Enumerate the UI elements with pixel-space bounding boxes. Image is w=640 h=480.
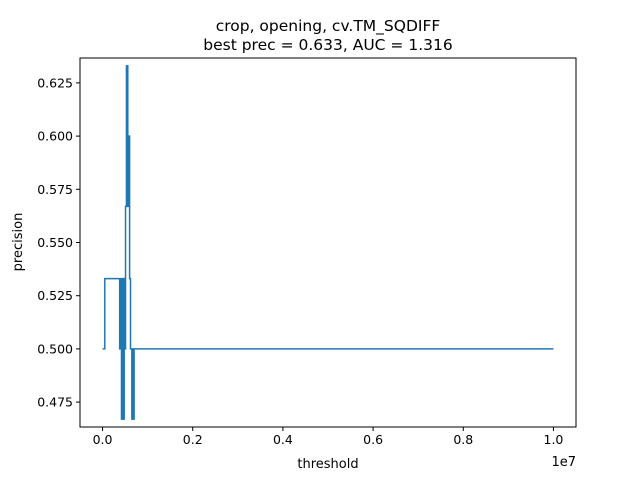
x-axis-label: threshold (297, 457, 358, 472)
y-tick-label: 0.525 (37, 288, 73, 303)
x-tick-label: 0.4 (273, 432, 293, 447)
x-tick-label: 0.0 (93, 432, 113, 447)
x-tick-label: 0.2 (183, 432, 203, 447)
y-axis-ticks: 0.475 0.500 0.525 0.550 0.575 0.600 0.625 (37, 75, 80, 410)
chart-title-line2: best prec = 0.633, AUC = 1.316 (203, 36, 452, 54)
y-tick-label: 0.575 (37, 182, 73, 197)
y-tick-label: 0.550 (37, 235, 73, 250)
series-line-0 (102, 65, 554, 420)
x-axis-offset-text: 1e7 (551, 455, 576, 470)
y-tick-label: 0.600 (37, 129, 73, 144)
y-tick-label: 0.500 (37, 341, 73, 356)
x-tick-label: 0.6 (363, 432, 383, 447)
x-tick-label: 0.8 (453, 432, 473, 447)
y-tick-label: 0.475 (37, 395, 73, 410)
series-layer (102, 65, 554, 420)
x-axis-ticks: 0.0 0.2 0.4 0.6 0.8 1.0 (93, 427, 564, 447)
chart-title-line1: crop, opening, cv.TM_SQDIFF (216, 17, 441, 36)
x-tick-label: 1.0 (544, 432, 564, 447)
y-tick-label: 0.625 (37, 75, 73, 90)
y-axis-label: precision (11, 213, 26, 272)
